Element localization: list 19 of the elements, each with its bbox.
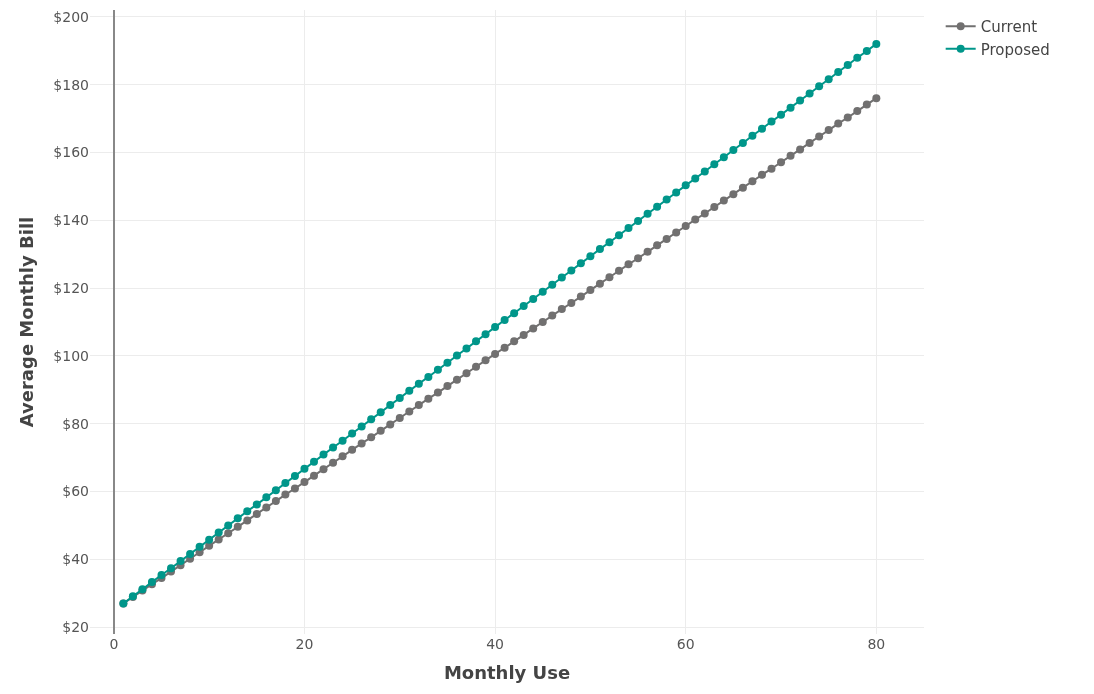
legend-label: Current [980,18,1038,37]
x-tick-label: 80 [867,636,886,652]
y-tick-label: $160 [53,144,89,161]
y-tick-label: $80 [62,415,89,432]
y-tick-label: $60 [62,483,89,500]
y-tick-label: $200 [53,8,89,25]
y-tick-label: $140 [53,212,89,229]
y-axis-title: Average Monthly Bill [15,216,37,428]
y-tick-label: $180 [53,76,89,93]
x-tick-label: 0 [109,636,119,652]
legend-label: Proposed [980,40,1050,59]
y-tick-label: $100 [53,347,89,364]
x-axis-title: Monthly Use [443,662,571,684]
x-tick-label: 40 [486,636,504,652]
x-tick-label: 20 [295,636,314,652]
y-tick-label: $20 [62,619,89,636]
y-tick-label: $40 [62,551,89,568]
y-tick-label: $120 [53,279,89,296]
x-tick-label: 60 [676,636,695,652]
